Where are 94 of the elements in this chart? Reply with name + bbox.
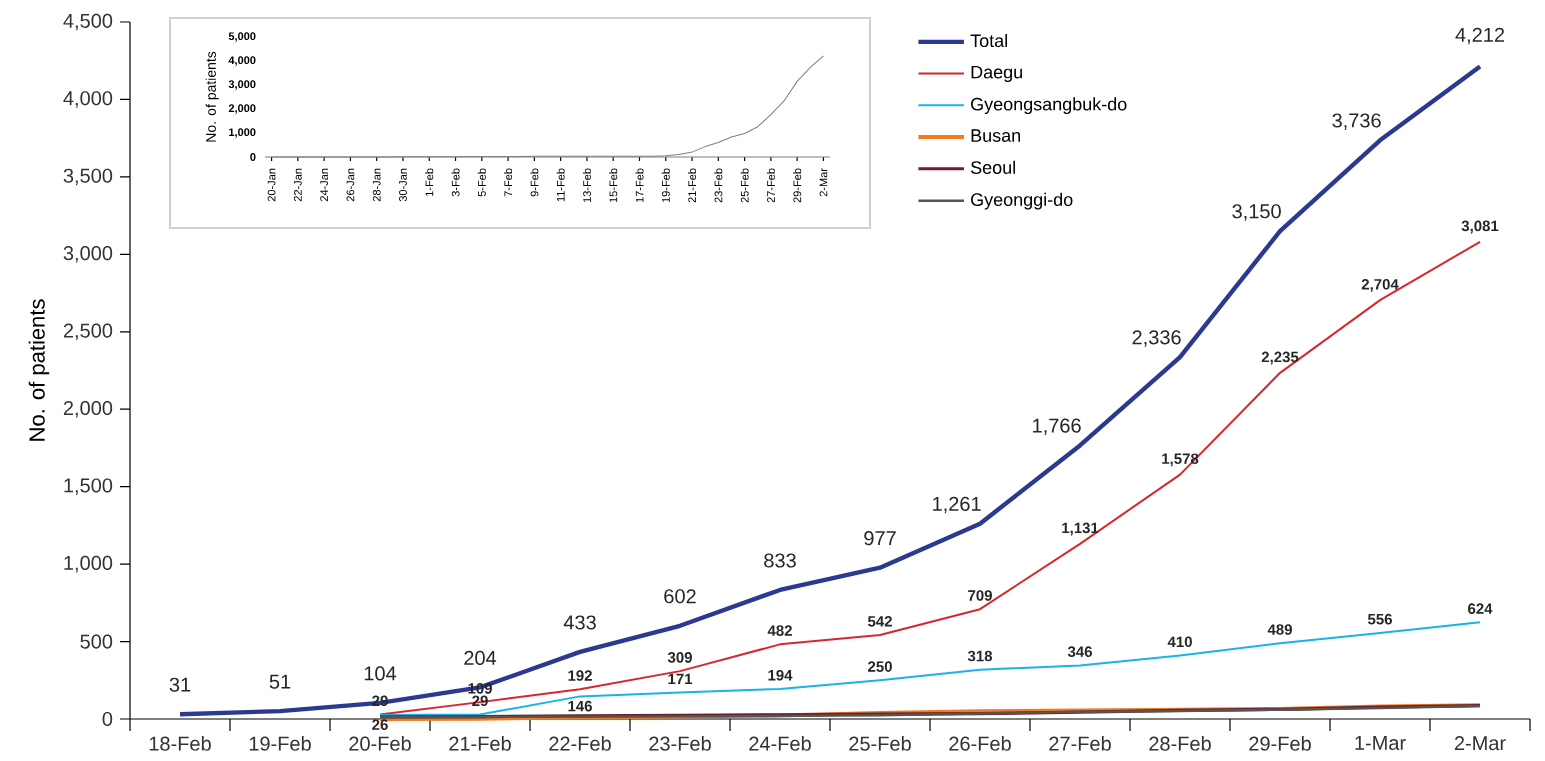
y-axis-title: No. of patients <box>205 51 219 142</box>
data-label: 489 <box>1267 624 1292 635</box>
y-tick-label: 1,500 <box>64 478 113 495</box>
x-tick-label: 7-Feb <box>504 168 513 197</box>
data-label: 3,150 <box>1232 204 1281 221</box>
x-tick-label: 28-Jan <box>372 168 381 202</box>
y-tick-label: 1,000 <box>64 555 113 573</box>
x-tick-label: 25-Feb <box>740 168 749 203</box>
x-tick-label: 27-Feb <box>1049 736 1111 751</box>
data-label: 3,736 <box>1332 113 1381 130</box>
data-label: 2,704 <box>1361 278 1399 292</box>
data-label: 318 <box>967 650 993 662</box>
x-tick-label: 21-Feb <box>449 736 511 751</box>
x-tick-label: 19-Feb <box>249 736 311 751</box>
x-tick-label: 24-Jan <box>320 168 329 202</box>
y-tick-label: 3,000 <box>63 246 113 263</box>
x-tick-label: 18-Feb <box>149 736 211 751</box>
y-tick-label: 2,000 <box>228 104 256 114</box>
data-label: 1,261 <box>933 496 981 514</box>
data-label: 556 <box>1367 613 1392 625</box>
y-tick-label: 500 <box>80 634 113 649</box>
x-tick-label: 22-Feb <box>549 736 611 751</box>
data-label: 602 <box>664 589 696 604</box>
y-tick-label: 3,500 <box>63 168 113 186</box>
data-label: 51 <box>269 674 291 689</box>
x-tick-label: 23-Feb <box>714 168 723 203</box>
x-tick-label: 15-Feb <box>609 168 618 203</box>
data-label: 250 <box>868 661 892 672</box>
data-label: 2,336 <box>1132 330 1181 347</box>
y-tick-label: 2,000 <box>63 400 113 418</box>
y-tick-label: 0 <box>102 711 113 727</box>
x-tick-label: 5-Feb <box>477 168 486 197</box>
x-tick-label: 19-Feb <box>661 168 670 203</box>
data-label: 31 <box>169 677 191 692</box>
data-label: 194 <box>768 669 793 681</box>
x-tick-label: 20-Feb <box>349 736 411 751</box>
data-label: 433 <box>563 615 596 630</box>
y-tick-label: 4,000 <box>63 91 113 108</box>
data-label: 482 <box>767 625 792 636</box>
y-tick-label: 0 <box>250 153 256 161</box>
legend-label: Total <box>970 33 1007 48</box>
y-tick-label: 4,500 <box>63 13 113 31</box>
x-tick-label: 26-Feb <box>949 736 1011 751</box>
legend-label: Seoul <box>970 160 1015 174</box>
x-tick-label: 24-Feb <box>749 736 811 751</box>
x-tick-label: 11-Feb <box>556 168 565 202</box>
x-tick-label: 23-Feb <box>649 736 711 751</box>
y-axis-title: No. of patients <box>28 299 50 441</box>
data-label: 1,131 <box>1062 522 1099 536</box>
legend-label: Gyeonggi-do <box>971 192 1073 210</box>
x-tick-label: 29-Feb <box>793 168 802 203</box>
data-label: 4,212 <box>1455 27 1505 45</box>
data-label: 2,235 <box>1261 351 1299 365</box>
data-label: 171 <box>668 673 693 685</box>
data-label: 977 <box>864 531 896 546</box>
data-label: 104 <box>364 666 397 681</box>
x-tick-label: 2-Mar <box>819 168 828 197</box>
data-label: 309 <box>667 652 692 663</box>
x-tick-label: 26-Jan <box>346 168 355 202</box>
x-tick-label: 9-Feb <box>530 168 539 197</box>
data-label: 624 <box>1468 603 1493 614</box>
y-tick-label: 1,000 <box>229 128 256 138</box>
data-label: 146 <box>568 700 592 712</box>
x-tick-label: 1-Feb <box>425 168 434 196</box>
legend-label: Busan <box>971 129 1021 142</box>
y-tick-label: 2,500 <box>63 323 113 341</box>
x-tick-label: 28-Feb <box>1149 736 1211 751</box>
x-tick-label: 21-Feb <box>688 168 697 203</box>
data-label: 1,766 <box>1033 418 1081 436</box>
x-tick-label: 3-Feb <box>451 168 460 197</box>
x-tick-label: 13-Feb <box>582 168 591 203</box>
x-tick-label: 27-Feb <box>766 168 775 203</box>
y-tick-label: 3,000 <box>228 80 256 90</box>
x-tick-label: 17-Feb <box>635 168 644 203</box>
x-tick-label: 1-Mar <box>1355 736 1406 751</box>
x-tick-label: 29-Feb <box>1249 736 1311 751</box>
data-label: 192 <box>568 670 592 681</box>
legend-label: Gyeongsangbuk-do <box>971 97 1127 115</box>
data-label: 204 <box>464 650 497 665</box>
data-label: 833 <box>764 553 796 568</box>
x-tick-label: 2-Mar <box>1454 736 1506 751</box>
x-tick-label: 20-Jan <box>267 168 276 202</box>
data-label: 346 <box>1067 646 1092 657</box>
y-tick-label: 5,000 <box>228 32 256 42</box>
x-tick-label: 22-Jan <box>293 168 302 202</box>
data-label: 410 <box>1167 636 1192 648</box>
data-label: 26 <box>372 719 388 730</box>
data-label: 3,081 <box>1461 220 1499 234</box>
legend-label: Daegu <box>971 65 1022 83</box>
data-label: 709 <box>968 590 992 601</box>
x-tick-label: 25-Feb <box>849 736 911 751</box>
x-tick-label: 30-Jan <box>399 168 407 202</box>
data-label: 542 <box>867 616 892 627</box>
y-tick-label: 4,000 <box>228 56 256 66</box>
